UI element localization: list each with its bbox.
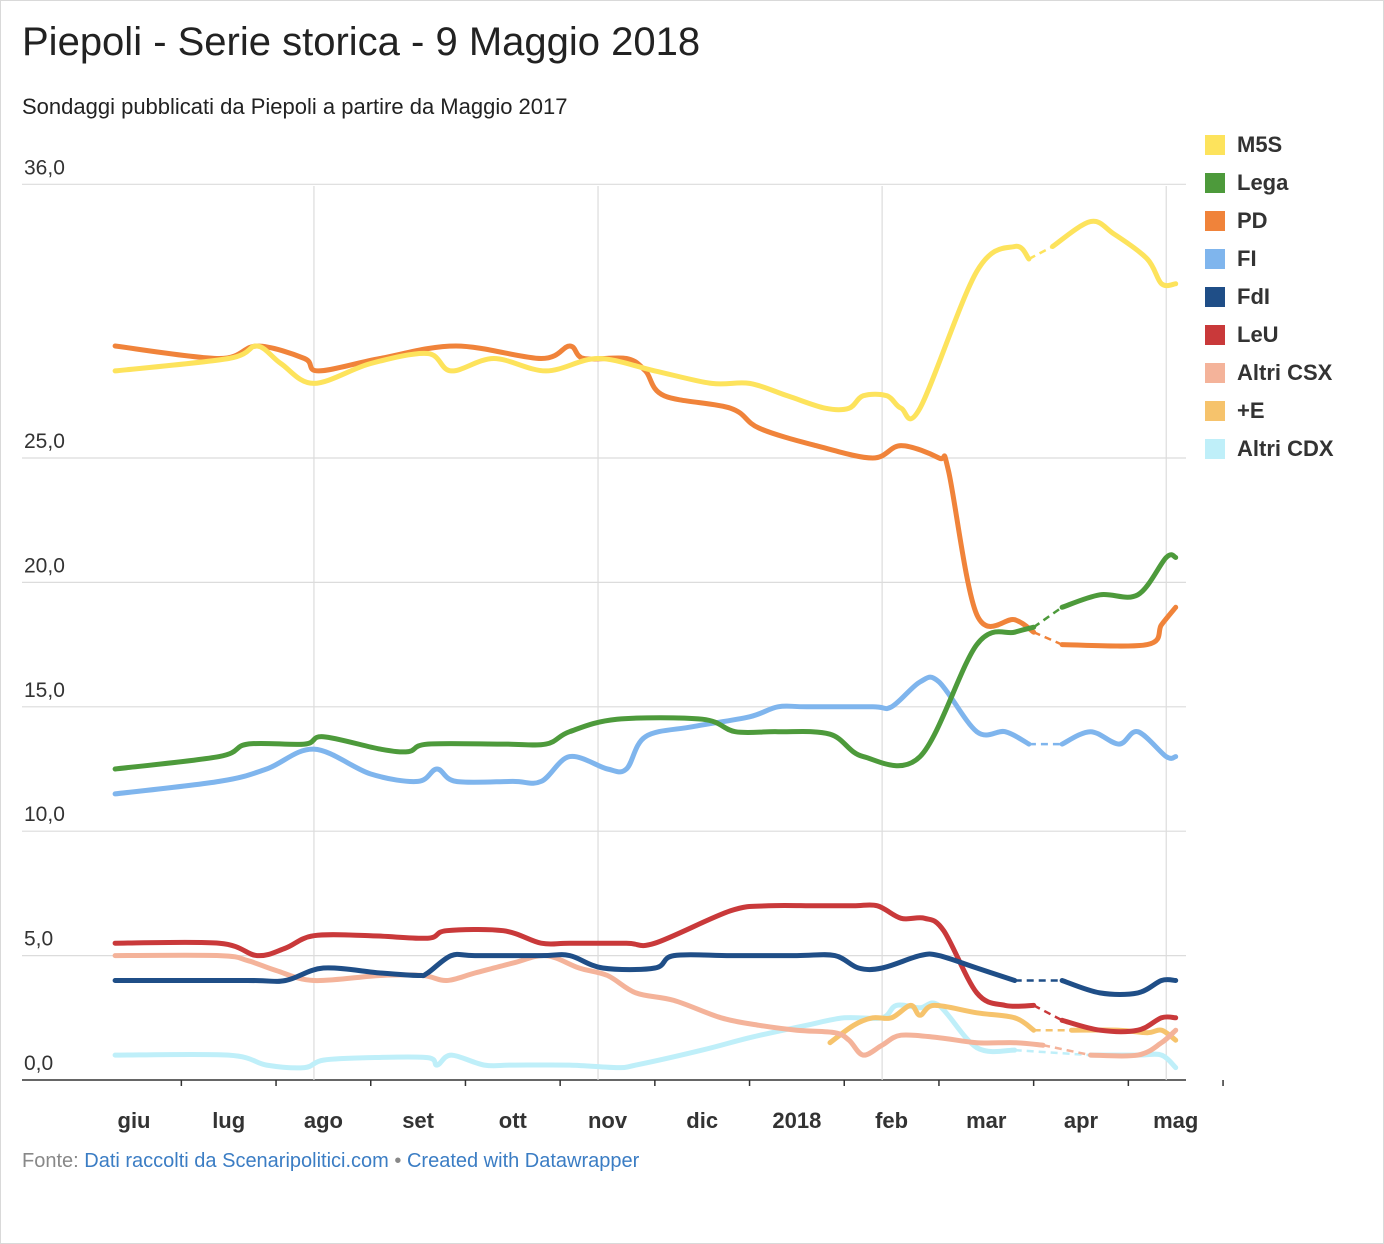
x-tick-label: feb bbox=[875, 1108, 908, 1133]
x-tick-label: nov bbox=[588, 1108, 628, 1133]
legend-label: +E bbox=[1237, 398, 1265, 423]
legend-swatch bbox=[1205, 135, 1225, 155]
x-tick-label: set bbox=[402, 1108, 434, 1133]
legend-item-m5s: M5S bbox=[1205, 126, 1334, 164]
legend-item--e: +E bbox=[1205, 392, 1334, 430]
legend-item-fi: FI bbox=[1205, 240, 1334, 278]
x-tick-label: giu bbox=[118, 1108, 151, 1133]
x-tick-label: ago bbox=[304, 1108, 343, 1133]
series-line--e bbox=[827, 1002, 1037, 1046]
legend-label: Lega bbox=[1237, 170, 1289, 195]
series-line-m5s bbox=[1050, 218, 1179, 289]
y-tick-label: 0,0 bbox=[24, 1052, 53, 1075]
legend-label: FI bbox=[1237, 246, 1257, 271]
legend-item-leu: LeU bbox=[1205, 316, 1334, 354]
legend-label: FdI bbox=[1237, 284, 1270, 309]
x-tick-label: dic bbox=[686, 1108, 718, 1133]
legend-label: PD bbox=[1237, 208, 1268, 233]
legend-item-lega: Lega bbox=[1205, 164, 1334, 202]
series-line-altri-csx bbox=[112, 952, 1046, 1058]
legend-swatch bbox=[1205, 363, 1225, 383]
chart-legend: M5S Lega PD FI FdI LeU Altri CSX +E Altri CDX bbox=[1205, 126, 1334, 468]
series-gap-pd bbox=[1033, 631, 1063, 646]
source-link[interactable]: Dati raccolti da Scenaripolitici.com bbox=[84, 1150, 389, 1172]
x-tick-label: apr bbox=[1064, 1108, 1099, 1133]
series-line-altri-csx bbox=[1088, 1027, 1179, 1059]
x-tick-label: ott bbox=[499, 1108, 528, 1133]
series-gap-altri-csx bbox=[1042, 1043, 1091, 1057]
legend-item-altri-csx: Altri CSX bbox=[1205, 354, 1334, 392]
series-gap-m5s bbox=[1028, 245, 1054, 261]
legend-label: M5S bbox=[1237, 132, 1283, 157]
series-line-fdi bbox=[1059, 977, 1179, 997]
x-tick-label: mar bbox=[966, 1108, 1007, 1133]
y-tick-label: 36,0 bbox=[24, 156, 65, 179]
series-line-fdi bbox=[112, 951, 1018, 984]
x-tick-label: 2018 bbox=[772, 1108, 821, 1133]
legend-item-pd: PD bbox=[1205, 202, 1334, 240]
series-line-pd bbox=[1059, 604, 1179, 649]
series-gap-lega bbox=[1032, 606, 1063, 629]
x-tick-label: mag bbox=[1153, 1108, 1198, 1133]
legend-label: Altri CDX bbox=[1237, 436, 1334, 461]
legend-swatch bbox=[1205, 401, 1225, 421]
legend-swatch bbox=[1205, 287, 1225, 307]
y-tick-label: 10,0 bbox=[24, 803, 65, 826]
series-line-lega bbox=[1059, 552, 1179, 610]
legend-label: LeU bbox=[1237, 322, 1279, 347]
series-line-fi bbox=[112, 674, 1032, 797]
y-tick-label: 25,0 bbox=[24, 430, 65, 453]
series-line-leu bbox=[112, 902, 1037, 1009]
datawrapper-link[interactable]: Created with Datawrapper bbox=[406, 1150, 640, 1172]
chart-subtitle: Sondaggi pubblicati da Piepoli a partire… bbox=[22, 94, 568, 119]
y-tick-label: 5,0 bbox=[24, 928, 53, 951]
legend-item-fdi: FdI bbox=[1205, 278, 1334, 316]
series-gap-altri-cdx bbox=[1014, 1048, 1091, 1057]
series-line-pd bbox=[112, 343, 1037, 635]
source-prefix: Fonte: bbox=[22, 1150, 79, 1172]
legend-item-altri-cdx: Altri CDX bbox=[1205, 430, 1334, 468]
y-tick-label: 20,0 bbox=[24, 554, 65, 577]
legend-swatch bbox=[1205, 325, 1225, 345]
legend-swatch bbox=[1205, 173, 1225, 193]
series-line-altri-cdx bbox=[112, 1000, 1018, 1071]
footer-separator: • bbox=[394, 1150, 402, 1172]
chart-title: Piepoli - Serie storica - 9 Maggio 2018 bbox=[22, 20, 701, 64]
series-line-lega bbox=[112, 624, 1037, 772]
y-tick-label: 15,0 bbox=[24, 679, 65, 702]
x-tick-label: lug bbox=[212, 1108, 245, 1133]
legend-label: Altri CSX bbox=[1237, 360, 1333, 385]
legend-swatch bbox=[1205, 249, 1225, 269]
series-gap-leu bbox=[1033, 1004, 1063, 1022]
chart-footer: Fonte: Dati raccolti da Scenaripolitici.… bbox=[22, 1150, 639, 1173]
legend-swatch bbox=[1205, 211, 1225, 231]
series-line-leu bbox=[1059, 1014, 1179, 1035]
series-line-m5s bbox=[112, 243, 1032, 422]
series-line-fi bbox=[1059, 729, 1179, 761]
legend-swatch bbox=[1205, 439, 1225, 459]
